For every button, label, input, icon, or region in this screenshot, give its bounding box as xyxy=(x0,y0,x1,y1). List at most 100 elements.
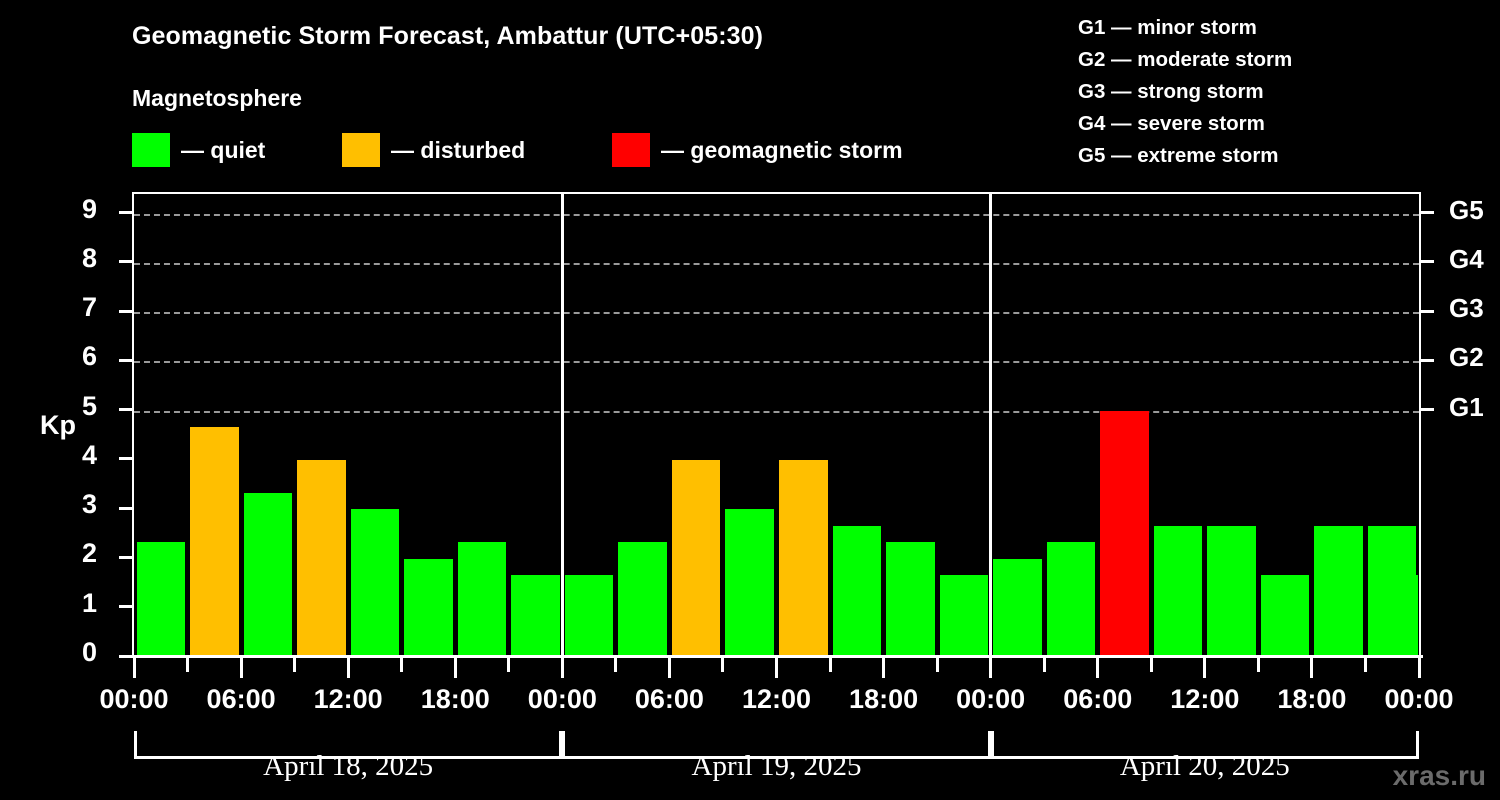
y-axis-label: 4 xyxy=(81,439,97,470)
bar xyxy=(1314,525,1363,657)
date-bracket xyxy=(134,731,563,759)
x-axis-line xyxy=(132,655,1423,658)
x-axis-tick xyxy=(560,658,564,678)
x-axis-label: 12:00 xyxy=(741,684,812,714)
x-axis-label: 06:00 xyxy=(1063,684,1133,714)
x-axis-minor-tick xyxy=(507,658,511,672)
g-scale-row: G5 — extreme storm xyxy=(1078,144,1279,167)
right-axis-tick xyxy=(1421,211,1434,215)
legend-item-label: — quiet xyxy=(181,136,266,163)
right-axis-tick xyxy=(1421,309,1434,313)
y-axis-tick xyxy=(119,506,132,510)
g-scale-legend: G1 — minor storm G2 — moderate storm G3 — … xyxy=(1078,12,1292,172)
gridline xyxy=(134,410,1419,413)
date-bracket xyxy=(562,731,991,759)
x-axis-minor-tick xyxy=(400,658,404,672)
x-axis-label: 00:00 xyxy=(1384,684,1454,714)
bar xyxy=(671,459,721,657)
date-group-label: April 20, 2025 xyxy=(1119,750,1290,782)
y-axis-label: 9 xyxy=(81,193,97,224)
bar xyxy=(190,426,239,657)
bar xyxy=(832,525,882,657)
red-swatch xyxy=(612,133,650,167)
bar xyxy=(1260,574,1310,657)
x-axis-tick xyxy=(1310,658,1314,678)
gridline xyxy=(134,213,1419,216)
right-axis-label: G1 xyxy=(1449,391,1484,422)
x-axis-minor-tick xyxy=(1363,658,1367,672)
bar xyxy=(457,542,507,657)
y-axis-tick xyxy=(119,358,132,362)
x-axis-label: 00:00 xyxy=(99,684,169,714)
x-axis-minor-tick xyxy=(293,658,297,672)
y-axis-tick xyxy=(119,260,132,264)
x-axis-tick xyxy=(989,658,993,678)
date-bracket xyxy=(990,731,1419,759)
bar xyxy=(725,509,774,657)
x-axis-tick xyxy=(1417,658,1421,678)
y-axis-label: 8 xyxy=(81,242,97,273)
x-axis-minor-tick xyxy=(1149,658,1153,672)
watermark: xras.ru xyxy=(1392,760,1486,791)
gridline xyxy=(134,262,1419,265)
y-axis-tick xyxy=(119,457,132,461)
x-axis-minor-tick xyxy=(186,658,190,672)
x-axis-minor-tick xyxy=(614,658,618,672)
x-axis-label: 18:00 xyxy=(420,684,490,714)
x-axis-label: 00:00 xyxy=(527,684,597,714)
bar xyxy=(243,492,293,657)
bar xyxy=(564,574,614,657)
bar xyxy=(1153,525,1203,657)
green-swatch xyxy=(132,133,170,167)
y-axis-label: 0 xyxy=(81,637,97,667)
g-scale-row: G1 — minor storm xyxy=(1078,16,1257,39)
x-axis-tick xyxy=(882,658,886,678)
legend-item: — quiet xyxy=(132,133,265,167)
day-separator xyxy=(989,194,993,657)
x-axis-tick xyxy=(667,658,671,678)
right-axis-label: G5 xyxy=(1449,194,1484,225)
y-axis-tick xyxy=(119,605,132,609)
bar xyxy=(511,574,560,657)
g-scale-row: G2 — moderate storm xyxy=(1078,48,1293,71)
legend-item-label: — disturbed xyxy=(391,136,526,163)
gridline xyxy=(134,361,1419,364)
right-axis-tick xyxy=(1421,408,1434,412)
y-axis-tick xyxy=(119,309,132,313)
right-axis-tick xyxy=(1421,260,1434,264)
y-axis-label: 6 xyxy=(81,341,97,372)
bar xyxy=(1046,542,1096,657)
right-axis-tick xyxy=(1421,358,1434,362)
y-axis-label: 2 xyxy=(81,538,97,569)
x-axis-label: 12:00 xyxy=(1170,684,1240,714)
x-axis-minor-tick xyxy=(721,658,725,672)
bar xyxy=(1207,525,1256,657)
date-group-label: April 18, 2025 xyxy=(263,750,434,782)
right-axis-label: G4 xyxy=(1449,243,1484,274)
x-axis-minor-tick xyxy=(935,658,939,672)
page-title: Geomagnetic Storm Forecast, Ambattur (UT… xyxy=(132,22,764,50)
gridline xyxy=(134,312,1419,315)
bar xyxy=(136,542,186,657)
y-axis-title: Kp xyxy=(40,410,76,440)
x-axis-label: 06:00 xyxy=(206,684,276,714)
bar xyxy=(1100,410,1149,657)
y-axis-tick xyxy=(119,211,132,215)
plot-area xyxy=(132,192,1421,657)
bar xyxy=(350,509,400,657)
legend-item: — disturbed xyxy=(342,133,525,167)
orange-swatch xyxy=(342,133,380,167)
x-axis-label: 18:00 xyxy=(1277,684,1347,714)
x-axis-minor-tick xyxy=(828,658,832,672)
y-axis-label: 5 xyxy=(81,390,97,421)
x-axis-label: 00:00 xyxy=(956,684,1026,714)
day-separator xyxy=(560,194,564,657)
x-axis-tick xyxy=(1203,658,1207,678)
date-group-label: April 19, 2025 xyxy=(691,750,862,782)
bar xyxy=(779,459,828,657)
y-axis-label: 7 xyxy=(81,292,97,323)
bar xyxy=(297,459,346,657)
bar xyxy=(886,542,935,657)
bar xyxy=(1394,574,1419,657)
